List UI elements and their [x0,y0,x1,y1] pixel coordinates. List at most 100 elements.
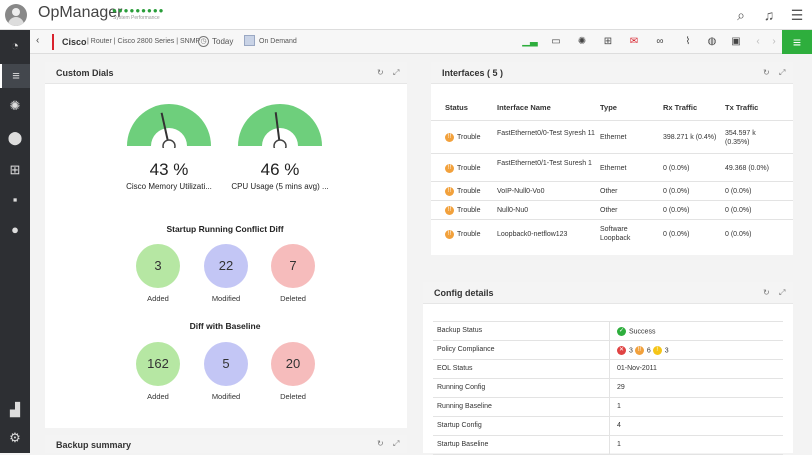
col-status[interactable]: Status [445,103,468,112]
table-row: EOL Status 01-Nov-2011 [433,360,783,379]
row-status: Trouble [457,188,481,195]
alarm-icon[interactable]: ✺ [577,36,587,47]
col-type[interactable]: Type [600,103,617,112]
cpu-gauge [238,104,322,148]
refresh-icon[interactable]: ↻ [763,288,770,297]
interfaces-panel: Interfaces ( 5 ) ↻ ⤢ Status Interface Na… [431,62,793,255]
startup-deleted-label: Deleted [280,294,306,303]
search-icon[interactable]: ⌕ [737,7,745,23]
divider [609,436,610,454]
avatar[interactable] [5,4,27,26]
col-tx-traffic[interactable]: Tx Traffic [725,103,759,112]
reports-icon[interactable]: ▟ [10,402,20,417]
table-row[interactable]: !! Trouble Loopback0-netflow123 Software… [431,219,793,247]
next-icon[interactable]: › [772,36,776,47]
panel-title: Custom Dials [56,68,114,78]
terminal-icon[interactable]: ▣ [731,36,741,47]
chart-line-icon[interactable]: ⌇ [685,36,691,47]
row-interface-name[interactable]: FastEthernet0/0-Test Syresh 11 [497,130,595,137]
startup-diff-title: Startup Running Conflict Diff [166,224,284,234]
row-type: Other [600,188,618,195]
row-type: Ethernet [600,165,627,172]
device-name: Cisco [62,37,87,47]
monitor-icon[interactable]: ▭ [551,36,561,47]
graph-icon[interactable]: ▁▃ [522,36,538,47]
compliance-error-count: 3 [629,347,633,355]
expand-icon[interactable]: ⤢ [779,288,786,297]
map-pin-icon[interactable]: ⬤ [7,130,23,145]
expand-icon[interactable]: ⤢ [393,68,400,77]
settings-sliders-icon[interactable]: ☰ [790,7,804,23]
config-table: Backup Status ✓ Success Policy Compliance… [433,321,783,455]
col-interface-name[interactable]: Interface Name [497,103,551,112]
table-row[interactable]: !! Trouble FastEthernet0/1-Test Suresh 1… [431,153,793,181]
table-row: Startup Baseline 1 [433,436,783,455]
table-row[interactable]: !! Trouble FastEthernet0/0-Test Syresh 1… [431,120,793,153]
alarm-icon[interactable]: ✺ [9,98,21,113]
table-row[interactable]: !! Trouble VoIP-Null0-Vo0 Other 0 (0.0%)… [431,181,793,200]
row-value[interactable]: 1 [617,441,621,448]
baseline-added-count[interactable]: 162 [136,342,180,386]
backup-summary-panel: Backup summary ↻ ⤢ [45,435,407,453]
table-row: Running Baseline 1 [433,398,783,417]
col-rx-traffic[interactable]: Rx Traffic [663,103,698,112]
row-rx: 0 (0.0%) [663,207,690,214]
trouble-icon: !! [634,346,644,355]
row-tx: 0 (0.0%) [725,188,752,195]
table-row: Running Config 29 [433,379,783,398]
prev-icon[interactable]: ‹ [756,36,760,47]
row-value[interactable]: 4 [617,422,621,429]
row-value[interactable]: 29 [617,384,625,391]
inventory-icon[interactable]: ≡ [0,64,30,88]
trouble-icon: !! [445,164,454,173]
trouble-icon: !! [445,187,454,196]
expand-icon[interactable]: ⤢ [779,68,786,77]
startup-deleted-count[interactable]: 7 [271,244,315,288]
workflow-icon[interactable]: ⊞ [9,162,21,177]
row-tx: 49.368 (0.0%) [725,165,769,172]
row-value[interactable]: ✕ 3 !! 6 ! 3 [617,346,669,355]
table-row[interactable]: !! Trouble Null0-Nu0 Other 0 (0.0%) 0 (0… [431,200,793,219]
bell-icon[interactable]: ♫ [763,7,775,23]
cpu-value: 46 % [260,160,300,179]
dashboard-icon[interactable]: ◔ [11,38,19,53]
panel-header: Custom Dials ↻ ⤢ [45,62,407,84]
row-interface-name[interactable]: VoIP-Null0-Vo0 [497,188,545,195]
baseline-deleted-count[interactable]: 20 [271,342,315,386]
startup-modified-count[interactable]: 22 [204,244,248,288]
startup-added-count[interactable]: 3 [136,244,180,288]
link-icon[interactable]: ∞ [656,36,664,47]
row-status: Trouble [457,165,481,172]
top-bar: OpManager ●●●●●●●●● System Performance ⌕… [0,0,812,30]
user-icon[interactable]: ● [11,222,19,237]
row-label: EOL Status [437,365,473,372]
device-info: | Router | Cisco 2800 Series | SNMP [87,38,201,45]
mail-icon[interactable]: ✉ [629,36,639,47]
refresh-icon[interactable]: ↻ [377,439,384,448]
refresh-icon[interactable]: ↻ [377,68,384,77]
back-icon[interactable]: ‹ [36,35,40,46]
gear-icon[interactable]: ⚙ [9,430,21,445]
menu-button[interactable]: ≡ [782,30,812,54]
row-interface-name[interactable]: Loopback0-netflow123 [497,231,568,238]
calendar-icon[interactable] [244,35,255,46]
on-demand-label[interactable]: On Demand [259,38,297,45]
panel-header: Interfaces ( 5 ) ↻ ⤢ [431,62,793,84]
workflow-icon[interactable]: ⊞ [603,36,613,47]
row-type: Ethernet [600,134,627,141]
panel-header: Backup summary ↻ ⤢ [45,435,407,453]
refresh-icon[interactable]: ↻ [763,68,770,77]
row-interface-name[interactable]: Null0-Nu0 [497,207,529,214]
row-interface-name[interactable]: FastEthernet0/1-Test Suresh 1 [497,160,592,167]
clock-icon[interactable]: ◷ [198,36,209,47]
baseline-modified-count[interactable]: 5 [204,342,248,386]
period-today[interactable]: Today [212,37,234,46]
status-stripe [52,34,54,50]
row-value[interactable]: 1 [617,403,621,410]
chat-icon[interactable]: ▪ [12,192,18,207]
row-tx: 354.597 k (0.35%) [725,130,756,146]
expand-icon[interactable]: ⤢ [393,439,400,448]
globe-icon[interactable]: ◍ [707,36,717,47]
panel-title: Interfaces ( 5 ) [442,68,504,78]
row-value: 01-Nov-2011 [617,365,657,372]
